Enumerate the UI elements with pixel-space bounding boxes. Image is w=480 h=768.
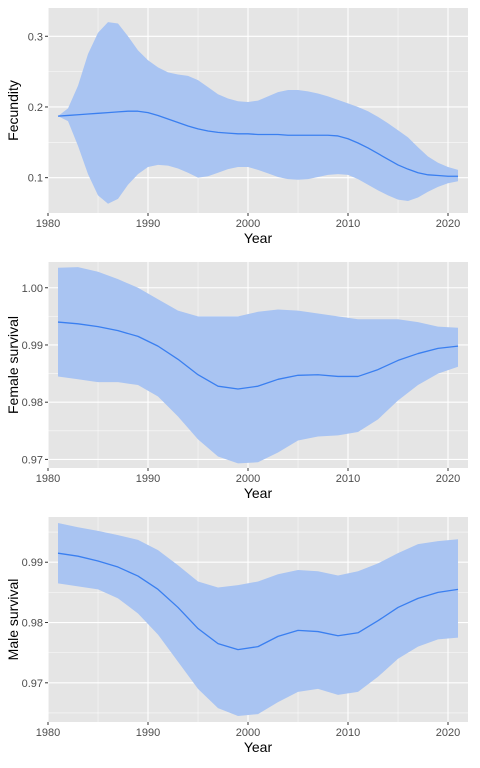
x-tick-label: 2010 [336,218,360,230]
x-tick-label: 1980 [36,218,60,230]
x-tick-label: 1990 [136,727,160,739]
x-tick-label: 2020 [436,473,460,485]
x-tick-label: 2010 [336,473,360,485]
y-tick-label: 0.98 [22,397,43,409]
x-tick-label: 1990 [136,218,160,230]
y-tick-label: 0.1 [28,173,43,185]
chart-panel-2: 1980 1990 2000 2010 2020 0.97 0.98 0.99 1.00 Year… [5,262,468,501]
confidence-ribbon [58,523,458,716]
x-axis-title: Year [244,739,273,755]
x-tick-label: 2000 [236,473,260,485]
y-tick-label: 0.99 [22,340,43,352]
y-tick-label: 0.2 [28,102,43,114]
trend-line [57,552,459,651]
x-tick-label: 2000 [236,218,260,230]
y-tick-label: 0.97 [22,678,43,690]
confidence-ribbon [58,267,458,464]
y-tick-label: 0.3 [28,31,43,43]
y-tick-label: 0.99 [22,557,43,569]
x-tick-label: 2020 [436,727,460,739]
x-tick-label: 1980 [36,473,60,485]
trend-line [57,110,458,177]
y-axis-title: Female survival [5,316,21,414]
x-tick-label: 2020 [436,218,460,230]
x-tick-label: 1990 [136,473,160,485]
y-axis-title: Male survival [5,579,21,661]
y-tick-label: 1.00 [22,283,43,295]
x-axis-title: Year [244,485,273,501]
x-tick-label: 2000 [236,727,260,739]
x-tick-label: 2010 [336,727,360,739]
x-axis-title: Year [244,230,273,246]
chart-panel-1: 1980 1990 2000 2010 2020 0.1 0.2 0.3 Year Fecundi… [5,8,468,246]
chart-panel-3: 1980 1990 2000 2010 2020 0.97 0.98 0.99 Year Male… [5,517,468,755]
x-tick-label: 1980 [36,727,60,739]
y-tick-label: 0.98 [22,618,43,630]
y-axis-title: Fecundity [5,80,21,141]
confidence-ribbon [58,22,458,204]
trend-line [57,321,459,390]
y-tick-label: 0.97 [22,454,43,466]
